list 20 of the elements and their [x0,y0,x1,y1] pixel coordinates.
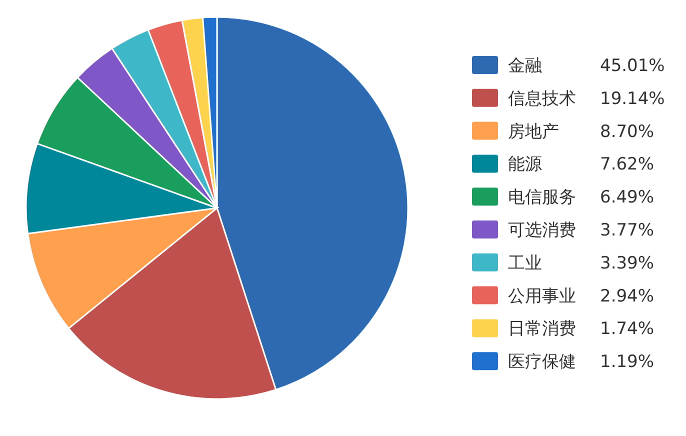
data-label: 8.70% [600,122,654,142]
data-label: 6.49% [600,188,654,208]
data-label: 3.39% [600,253,654,274]
legend-label: 信息技术 [508,88,576,109]
data-label: 45.01% [600,56,665,76]
data-label: 3.77% [600,220,654,240]
legend-label: 医疗保健 [508,352,576,372]
legend-label: 可选消费 [508,220,576,240]
data-label: 1.19% [600,352,654,372]
legend-label: 公用事业 [508,286,576,306]
data-label: 1.74% [600,319,654,340]
legend-label: 工业 [508,253,542,274]
legend-label: 能源 [508,154,542,175]
legend-label: 电信服务 [508,188,576,208]
data-label: 7.62% [600,154,654,175]
legend-label: 日常消费 [508,319,576,340]
data-label: 2.94% [600,286,654,306]
legend-label: 金融 [508,56,542,76]
legend-label: 房地产 [508,122,559,142]
data-label: 19.14% [600,88,665,109]
